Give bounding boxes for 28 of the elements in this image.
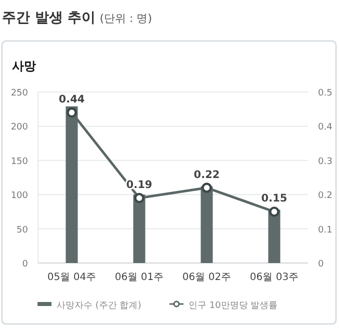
y-tick-label: 0 <box>22 260 28 270</box>
text: 주간 발생 추이 <box>2 10 96 26</box>
point <box>66 107 77 118</box>
x-tick-label: 06월 02주 <box>182 272 232 283</box>
y-tick-label: 200 <box>10 122 28 133</box>
y-tick-label: 100 <box>10 191 28 202</box>
data-label: 0.44 <box>58 94 85 106</box>
y2-tick-label: 0 <box>318 260 324 270</box>
y2-tick-label: 0.4 <box>318 122 333 133</box>
legend-label: 인구 10만명당 발생률 <box>188 301 278 311</box>
y2-tick-label: 0.1 <box>318 225 332 236</box>
y-tick-label: 250 <box>10 88 28 98</box>
text: (단위 : 명) <box>100 12 152 25</box>
point <box>134 192 144 204</box>
y2-tick-label: 0.5 <box>318 88 332 98</box>
data-label: 0.22 <box>194 168 220 181</box>
data-label: 0.15 <box>261 192 288 205</box>
x-tick-label: 05월 04주 <box>47 272 96 283</box>
point <box>202 182 212 193</box>
y2-tick-label: 0.3 <box>318 156 332 167</box>
x-tick-label: 06월 03주 <box>250 272 299 283</box>
x-tick-label: 06월 01주 <box>114 272 164 283</box>
legend-label: 사망자수 (주간 합계) <box>56 301 142 311</box>
y-tick-label: 50 <box>16 225 28 236</box>
point <box>269 206 280 217</box>
y-tick-label: 150 <box>10 156 28 167</box>
y2-tick-label: 0.2 <box>318 191 332 202</box>
chart-title: 사망 <box>12 59 36 73</box>
